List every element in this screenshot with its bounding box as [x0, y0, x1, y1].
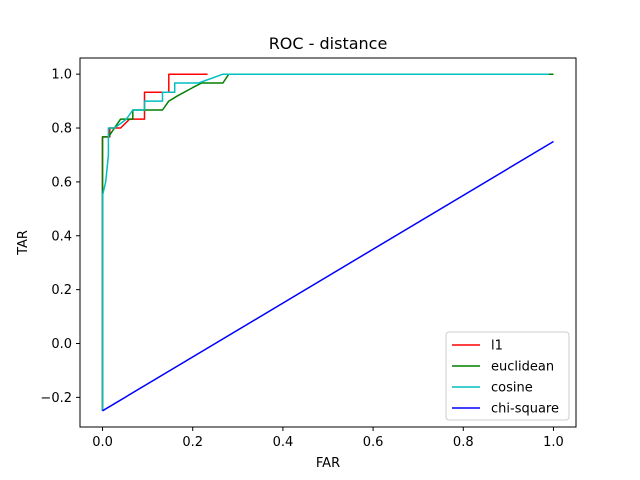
y-axis-ticks: −0.2 0.0 0.2 0.4 0.6 0.8 1.0 — [40, 68, 80, 406]
legend: l1 euclidean cosine chi-square — [445, 331, 570, 421]
legend-label-euclidean: euclidean — [491, 360, 554, 375]
legend-label-chi-square: chi-square — [491, 402, 559, 417]
y-tick-label: 0.6 — [51, 175, 72, 190]
x-tick-label: 0.2 — [182, 435, 203, 450]
x-tick-label: 0.4 — [273, 435, 294, 450]
x-tick-label: 0.6 — [363, 435, 384, 450]
y-tick-label: −0.2 — [40, 391, 72, 406]
x-tick-label: 0.8 — [453, 435, 474, 450]
plot-lines — [101, 73, 554, 412]
y-tick-label: 0.2 — [51, 283, 72, 298]
y-tick-label: 0.8 — [51, 122, 72, 137]
legend-label-cosine: cosine — [491, 381, 533, 396]
x-axis-label: FAR — [316, 456, 340, 471]
y-tick-label: 1.0 — [51, 68, 72, 83]
series-line-chi-square — [102, 140, 554, 412]
legend-label-l1: l1 — [491, 339, 503, 354]
y-axis-label: TAR — [16, 230, 31, 256]
x-axis-ticks: 0.0 0.2 0.4 0.6 0.8 1.0 — [92, 427, 564, 450]
series-line-euclidean — [101, 73, 554, 411]
series-line-cosine — [101, 73, 549, 411]
x-tick-label: 1.0 — [543, 435, 564, 450]
y-tick-label: 0.4 — [51, 229, 72, 244]
legend-box — [445, 331, 570, 421]
y-tick-label: 0.0 — [51, 337, 72, 352]
x-tick-label: 0.0 — [92, 435, 113, 450]
plot-frame — [79, 57, 577, 428]
chart-title: ROC - distance — [269, 34, 388, 53]
